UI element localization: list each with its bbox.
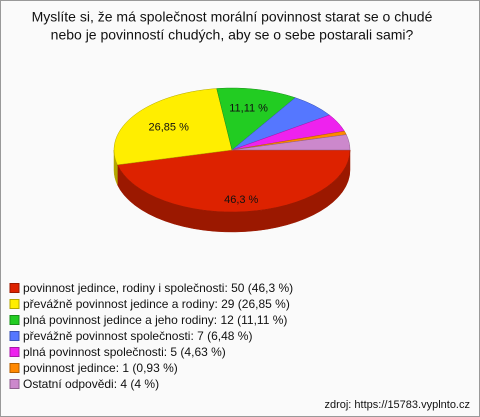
legend-label: převážně povinnost společnosti: 7 (6,48 …	[23, 329, 252, 343]
legend-swatch	[9, 315, 20, 325]
legend-swatch	[9, 347, 20, 357]
legend-swatch	[9, 363, 20, 373]
legend-label: plná povinnost jedince a jeho rodiny: 12…	[23, 313, 287, 327]
slice	[113, 88, 233, 166]
legend-swatch	[9, 379, 20, 389]
slice-label: 46,3 %	[224, 194, 258, 206]
chart-title: Myslíte si, že má společnost morální pov…	[32, 9, 433, 25]
legend-label: Ostatní odpovědi: 4 (4 %)	[23, 377, 159, 391]
legend-swatch	[9, 331, 20, 341]
chart-title: nebo je povinností chudých, aby se o seb…	[51, 27, 414, 43]
slice	[231, 134, 351, 151]
slice-label: 26,85 %	[149, 122, 190, 134]
legend-swatch	[9, 283, 20, 293]
legend-label: povinnost jedince: 1 (0,93 %)	[23, 361, 178, 375]
legend-label: převážně povinnost jedince a rodiny: 29 …	[23, 297, 290, 311]
slice	[216, 87, 296, 151]
legend-label: plná povinnost společnosti: 5 (4,63 %)	[23, 345, 226, 359]
slice-label: 11,11 %	[229, 103, 268, 115]
legend-swatch	[9, 299, 20, 309]
legend-label: povinnost jedince, rodiny i společnosti:…	[23, 281, 293, 295]
slice	[117, 149, 351, 213]
source: zdroj: https://15783.vyplnto.cz	[324, 399, 470, 411]
